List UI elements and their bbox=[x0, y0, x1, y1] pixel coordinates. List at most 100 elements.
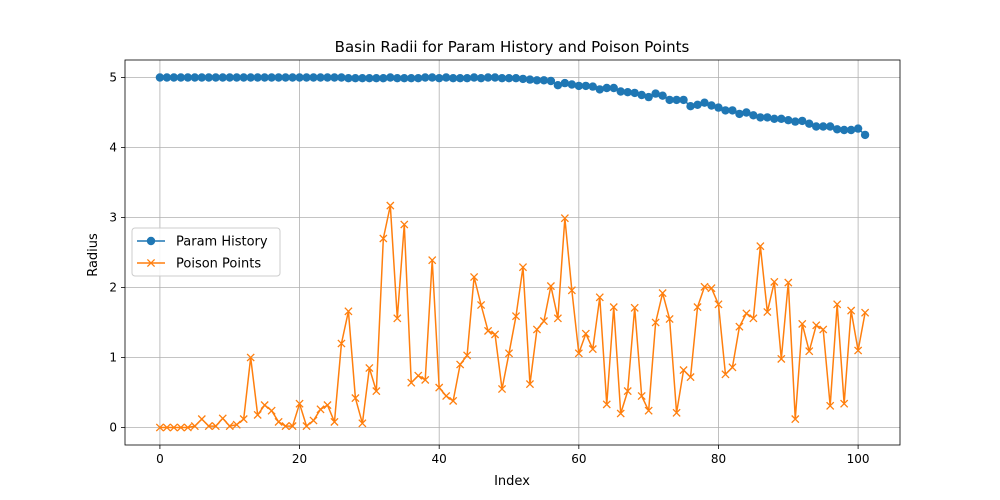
param-history-point bbox=[358, 74, 367, 83]
param-history-point bbox=[518, 74, 528, 84]
poison-points-point bbox=[176, 423, 185, 432]
poison-points-point bbox=[609, 303, 618, 312]
x-tick-label: 0 bbox=[156, 452, 164, 466]
param-history-point bbox=[400, 74, 409, 83]
param-history-point bbox=[574, 81, 584, 91]
poison-points-point bbox=[798, 319, 807, 328]
poison-points-point bbox=[511, 312, 521, 321]
param-history-point bbox=[497, 74, 507, 83]
poison-points-point bbox=[714, 300, 723, 309]
param-history-point bbox=[707, 101, 716, 110]
poison-points-point bbox=[777, 354, 786, 363]
param-history-point bbox=[288, 73, 297, 82]
poison-points-point bbox=[407, 378, 416, 387]
poison-points-point bbox=[623, 387, 632, 396]
x-tick-label: 80 bbox=[711, 452, 726, 466]
grid-layer bbox=[125, 60, 900, 445]
poison-points-point bbox=[854, 346, 863, 355]
param-history-point bbox=[798, 116, 807, 126]
poison-points-point bbox=[239, 415, 248, 424]
param-history-point bbox=[176, 73, 186, 82]
param-history-point bbox=[693, 100, 702, 110]
poison-points-point bbox=[679, 366, 688, 375]
poison-points-point bbox=[595, 293, 604, 302]
param-history-point bbox=[462, 74, 472, 83]
param-history-point bbox=[839, 125, 849, 135]
poison-points-point bbox=[414, 371, 423, 380]
poison-points-point bbox=[281, 422, 290, 431]
param-history-point bbox=[511, 74, 521, 83]
poison-points-point bbox=[693, 303, 702, 312]
param-history-point bbox=[483, 73, 493, 82]
poison-points-point bbox=[358, 419, 367, 428]
poison-points-point bbox=[470, 272, 479, 282]
poison-points-point bbox=[162, 423, 171, 432]
param-history-point bbox=[246, 73, 255, 82]
poison-points-point bbox=[553, 314, 562, 323]
param-history-point bbox=[686, 102, 695, 111]
poison-points-point bbox=[504, 349, 514, 358]
poison-points-point bbox=[581, 329, 590, 338]
poison-points-point bbox=[770, 277, 779, 286]
poison-points-point bbox=[728, 363, 737, 372]
param-history-point bbox=[700, 98, 709, 107]
poison-points-point bbox=[155, 423, 164, 432]
poison-points-point bbox=[449, 396, 458, 405]
poison-points-point bbox=[658, 289, 667, 298]
param-history-point bbox=[679, 95, 688, 105]
poison-points-point bbox=[456, 360, 465, 369]
param-history-point bbox=[309, 73, 318, 82]
param-history-point bbox=[365, 74, 374, 83]
param-history-point bbox=[490, 73, 500, 82]
poison-points-point bbox=[428, 256, 437, 265]
legend-label: Param History bbox=[176, 235, 268, 250]
param-history-point bbox=[553, 81, 563, 90]
param-history-point bbox=[197, 73, 207, 82]
y-tick-label: 5 bbox=[109, 71, 117, 85]
param-history-point bbox=[651, 89, 660, 98]
param-history-point bbox=[860, 130, 870, 140]
poison-points-point bbox=[644, 406, 653, 415]
poison-points-point bbox=[616, 409, 625, 418]
x-tick-label: 40 bbox=[432, 452, 447, 466]
poison-points-point bbox=[707, 284, 716, 293]
poison-points-point bbox=[421, 375, 430, 384]
poison-points-point bbox=[672, 408, 681, 417]
param-history-point bbox=[721, 106, 730, 115]
poison-points-point bbox=[833, 300, 842, 309]
param-history-point bbox=[756, 113, 765, 122]
param-history-point bbox=[239, 73, 248, 82]
poison-points-point bbox=[274, 417, 283, 426]
param-history-point bbox=[428, 73, 437, 82]
poison-points-point bbox=[546, 282, 555, 291]
poison-points-point bbox=[518, 263, 528, 272]
param-history-point bbox=[379, 74, 388, 83]
poison-points-point bbox=[169, 423, 178, 432]
param-history-point bbox=[441, 73, 451, 82]
param-history-point bbox=[735, 109, 744, 119]
param-history-point bbox=[414, 74, 423, 83]
param-history-point bbox=[763, 113, 772, 122]
poison-points-point bbox=[351, 394, 360, 403]
poison-points-point bbox=[190, 422, 199, 431]
poison-points-point bbox=[735, 322, 744, 331]
param-history-point bbox=[616, 87, 625, 96]
legend: Param History Poison Points bbox=[131, 227, 281, 277]
poison-points-point bbox=[400, 220, 409, 229]
poison-points-point bbox=[323, 401, 332, 410]
param-history-point bbox=[853, 124, 863, 133]
legend-label: Poison Points bbox=[176, 257, 261, 272]
param-history-point bbox=[455, 74, 465, 83]
param-history-point bbox=[323, 73, 332, 82]
poison-points-point bbox=[819, 325, 828, 334]
poison-points-point bbox=[791, 415, 800, 424]
param-history-point bbox=[469, 73, 479, 82]
poison-points-point bbox=[204, 422, 213, 431]
poison-points-point bbox=[742, 309, 751, 318]
param-history-point bbox=[407, 74, 416, 83]
poison-points-point bbox=[316, 405, 325, 414]
param-history-point bbox=[274, 73, 283, 82]
param-history-point bbox=[791, 117, 800, 126]
param-history-point bbox=[658, 91, 667, 100]
y-tick-label: 0 bbox=[109, 421, 117, 435]
